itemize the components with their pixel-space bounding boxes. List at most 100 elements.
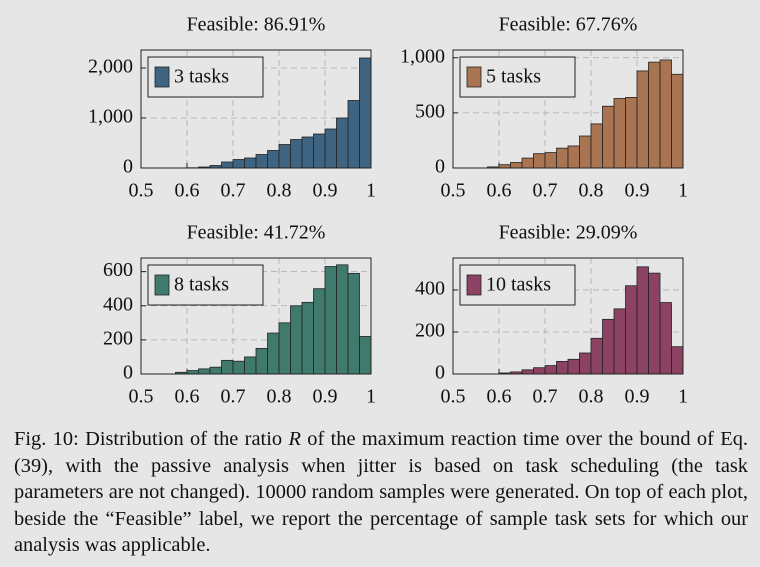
plot-frame [140, 257, 372, 375]
y-tick-label: 0 [123, 362, 133, 384]
histogram-bar [636, 266, 649, 375]
y-tick-label: 2,000 [88, 56, 133, 78]
histogram-bar [267, 332, 280, 375]
histogram-bar [648, 61, 661, 169]
x-tick-label: 0.9 [313, 180, 338, 202]
x-tick-label: 0.9 [625, 386, 650, 408]
y-tick-label: 200 [415, 320, 445, 342]
histogram-bar [359, 57, 372, 169]
legend-label: 10 tasks [486, 274, 551, 296]
x-tick-label: 0.8 [579, 180, 604, 202]
x-tick-label: 0.9 [313, 386, 338, 408]
histogram-bar [659, 59, 672, 169]
histogram-bar [533, 367, 546, 375]
legend-swatch [466, 66, 482, 88]
histogram-bar [359, 336, 372, 375]
caption-text: Fig. 10: Distribution of the ratio [14, 428, 289, 450]
figure: Feasible: 86.91% 0 1,000 2,000 0.5 0.6 0.7 0.8 0… [88, 14, 688, 408]
histogram-bar [232, 360, 245, 375]
x-tick-label: 0.6 [175, 386, 200, 408]
histogram-bar [186, 370, 199, 375]
y-tick-label: 0 [123, 156, 133, 178]
chart-title: Feasible: 86.91% [187, 14, 326, 36]
x-tick-label: 0.6 [487, 386, 512, 408]
histogram-bar [671, 73, 684, 169]
y-tick-label: 1,000 [400, 45, 445, 67]
x-tick-label: 0.8 [267, 180, 292, 202]
histogram-bar [567, 145, 580, 169]
y-tick-label: 0 [435, 156, 445, 178]
histogram-bar [556, 360, 569, 375]
histogram-bar [198, 368, 211, 375]
y-tick-label: 200 [103, 327, 133, 349]
x-tick-label: 0.5 [129, 180, 154, 202]
caption-text: of the maximum reaction time over the bo… [14, 428, 748, 556]
y-tick-label: 400 [103, 293, 133, 315]
histogram-bar [221, 161, 234, 169]
histogram-bar [579, 352, 592, 375]
histogram-bar [567, 358, 580, 375]
x-tick-label: 1 [366, 386, 376, 408]
histogram-bar [347, 100, 360, 169]
histogram-bar [671, 346, 684, 375]
histogram-bar [510, 162, 523, 169]
x-tick-label: 0.5 [441, 386, 466, 408]
histogram-bar [521, 157, 534, 169]
histogram-bar [556, 147, 569, 169]
histogram-bar [290, 305, 303, 375]
histogram-bar [324, 266, 337, 375]
histogram-bar [347, 272, 360, 375]
histogram-bar [244, 356, 257, 375]
legend-swatch [154, 274, 170, 296]
x-tick-label: 1 [678, 386, 688, 408]
histogram-bar [267, 150, 280, 169]
plot-frame [452, 49, 684, 169]
histogram-bar [278, 322, 291, 375]
x-tick-label: 0.8 [267, 386, 292, 408]
x-tick-label: 0.9 [625, 180, 650, 202]
histogram-bar [232, 159, 245, 169]
legend-label: 8 tasks [174, 274, 229, 296]
plot-frame [452, 257, 684, 375]
x-tick-label: 0.6 [487, 180, 512, 202]
legend-label: 5 tasks [486, 66, 541, 88]
plot-frame [140, 49, 372, 169]
histogram-bar [602, 318, 615, 375]
legend-label: 3 tasks [174, 66, 229, 88]
histogram-bar [648, 272, 661, 375]
histogram-bar [244, 157, 257, 169]
histogram-bar [336, 117, 349, 169]
histogram-bar [625, 285, 638, 375]
histogram-bar [590, 337, 603, 375]
chart-title: Feasible: 67.76% [499, 14, 638, 36]
histogram-bar [533, 153, 546, 169]
chart-title: Feasible: 41.72% [187, 222, 326, 244]
histogram-bar [544, 152, 557, 169]
histogram-bar [221, 359, 234, 375]
histogram-bar [625, 97, 638, 169]
histogram-bar [336, 264, 349, 375]
y-tick-label: 600 [103, 259, 133, 281]
histogram-bar [544, 365, 557, 375]
caption: Fig. 10: Distribution of the ratio R of … [14, 426, 748, 559]
x-tick-label: 0.7 [533, 386, 558, 408]
histogram-bar [602, 105, 615, 169]
histogram-bar [613, 98, 626, 169]
histogram-bar [301, 136, 314, 169]
x-tick-label: 0.8 [579, 386, 604, 408]
histogram-bar [290, 139, 303, 169]
x-tick-label: 0.6 [175, 180, 200, 202]
y-tick-label: 0 [435, 362, 445, 384]
legend-swatch [154, 66, 170, 88]
x-tick-label: 1 [678, 180, 688, 202]
histogram-bar [278, 144, 291, 169]
caption-symbol: R [288, 428, 301, 450]
x-tick-label: 0.7 [533, 180, 558, 202]
y-tick-label: 400 [415, 278, 445, 300]
y-tick-label: 500 [415, 100, 445, 122]
histogram-bar [313, 288, 326, 375]
histogram-bar [659, 302, 672, 375]
histogram-bar [209, 366, 222, 375]
chart-title: Feasible: 29.09% [499, 222, 638, 244]
